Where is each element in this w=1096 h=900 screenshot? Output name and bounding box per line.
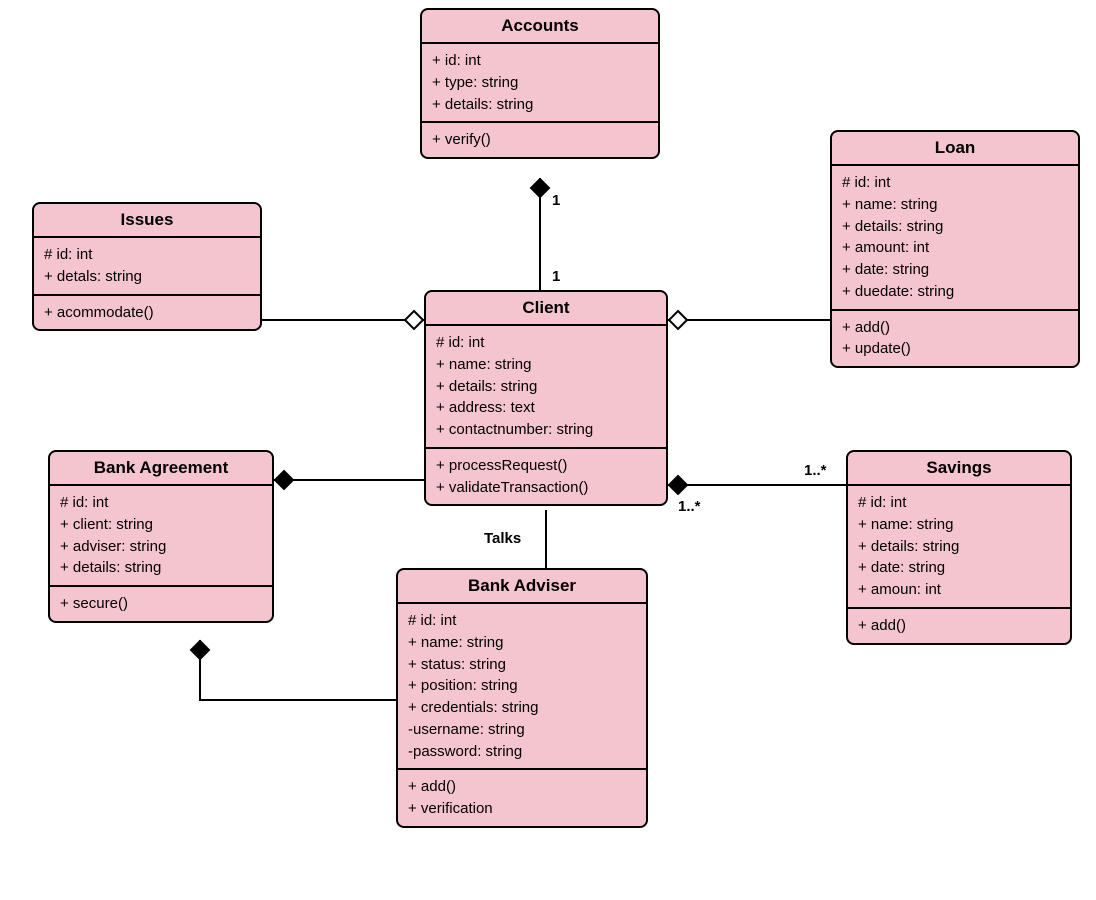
class-title: Bank Adviser [398,570,646,604]
method-line: + processRequest() [436,455,656,477]
class-attributes: + id: int+ type: string+ details: string [422,44,658,121]
method-line: + secure() [60,593,262,615]
attribute-line: + credentials: string [408,697,636,719]
attribute-line: + position: string [408,675,636,697]
class-methods: + processRequest()+ validateTransaction(… [426,447,666,505]
class-title: Accounts [422,10,658,44]
attribute-line: + details: string [858,536,1060,558]
class-title: Issues [34,204,260,238]
attribute-line: + type: string [432,72,648,94]
attribute-line: + details: string [436,376,656,398]
method-line: + update() [842,338,1068,360]
class-accounts: Accounts+ id: int+ type: string+ details… [420,8,660,159]
attribute-line: # id: int [842,172,1068,194]
multiplicity: 1..* [804,462,827,479]
attribute-line: + date: string [842,259,1068,281]
class-title: Client [426,292,666,326]
class-bank_agreement: Bank Agreement# id: int+ client: string+… [48,450,274,623]
class-attributes: # id: int+ name: string+ details: string… [832,166,1078,309]
edge-label: Talks [484,530,521,547]
attribute-line: + name: string [436,354,656,376]
class-methods: + add()+ update() [832,309,1078,367]
attribute-line: + date: string [858,557,1060,579]
multiplicity: 1 [552,192,560,209]
method-line: + acommodate() [44,302,250,324]
attribute-line: + amount: int [842,237,1068,259]
attribute-line: + address: text [436,397,656,419]
class-title: Bank Agreement [50,452,272,486]
attribute-line: # id: int [436,332,656,354]
class-attributes: # id: int+ name: string+ details: string… [848,486,1070,607]
attribute-line: + amoun: int [858,579,1060,601]
attribute-line: + name: string [408,632,636,654]
class-methods: + add()+ verification [398,768,646,826]
method-line: + add() [858,615,1060,637]
uml-diagram: Accounts+ id: int+ type: string+ details… [0,0,1096,900]
edge-bankagreement-adviser [200,640,396,700]
attribute-line: + details: string [432,94,648,116]
attribute-line: + detals: string [44,266,250,288]
class-attributes: # id: int+ client: string+ adviser: stri… [50,486,272,585]
attribute-line: # id: int [60,492,262,514]
method-line: + verify() [432,129,648,151]
class-client: Client# id: int+ name: string+ details: … [424,290,668,506]
multiplicity: 1 [552,268,560,285]
attribute-line: + client: string [60,514,262,536]
attribute-line: + details: string [842,216,1068,238]
attribute-line: + adviser: string [60,536,262,558]
attribute-line: + name: string [842,194,1068,216]
class-loan: Loan# id: int+ name: string+ details: st… [830,130,1080,368]
multiplicity: 1..* [678,498,701,515]
attribute-line: + contactnumber: string [436,419,656,441]
attribute-line: + name: string [858,514,1060,536]
method-line: + validateTransaction() [436,477,656,499]
class-attributes: # id: int+ name: string+ details: string… [426,326,666,447]
class-title: Savings [848,452,1070,486]
class-title: Loan [832,132,1078,166]
attribute-line: -username: string [408,719,636,741]
class-methods: + acommodate() [34,294,260,330]
attribute-line: + id: int [432,50,648,72]
attribute-line: -password: string [408,741,636,763]
class-attributes: # id: int+ detals: string [34,238,260,294]
class-methods: + verify() [422,121,658,157]
attribute-line: # id: int [858,492,1060,514]
attribute-line: # id: int [408,610,636,632]
class-methods: + secure() [50,585,272,621]
method-line: + add() [408,776,636,798]
method-line: + verification [408,798,636,820]
attribute-line: + details: string [60,557,262,579]
method-line: + add() [842,317,1068,339]
class-attributes: # id: int+ name: string+ status: string+… [398,604,646,768]
class-bank_adviser: Bank Adviser# id: int+ name: string+ sta… [396,568,648,828]
attribute-line: + duedate: string [842,281,1068,303]
class-savings: Savings# id: int+ name: string+ details:… [846,450,1072,645]
attribute-line: # id: int [44,244,250,266]
class-methods: + add() [848,607,1070,643]
class-issues: Issues# id: int+ detals: string+ acommod… [32,202,262,331]
attribute-line: + status: string [408,654,636,676]
